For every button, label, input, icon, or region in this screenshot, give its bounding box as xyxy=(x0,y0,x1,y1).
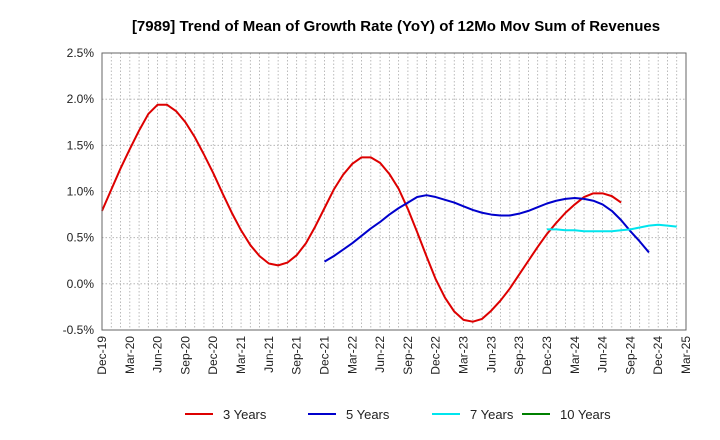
x-tick-label: Mar-23 xyxy=(457,336,471,374)
y-tick-label: 1.0% xyxy=(67,185,95,199)
series-line-5-years xyxy=(323,194,650,263)
x-tick-label: Mar-25 xyxy=(679,336,693,374)
legend: 3 Years 5 Years 7 Years 10 Years xyxy=(185,407,611,422)
x-tick-label: Dec-20 xyxy=(206,336,220,375)
x-tick-label: Dec-22 xyxy=(429,336,443,375)
grid-layer xyxy=(102,52,686,331)
y-tick-label: -0.5% xyxy=(63,323,95,337)
x-tick-label: Sep-24 xyxy=(623,336,637,375)
y-tick-label: 1.5% xyxy=(67,138,95,152)
x-tick-label: Dec-24 xyxy=(651,336,665,375)
x-axis: Dec-19 Mar-20 Jun-20 Sep-20 Dec-20 Mar-21 Jun-… xyxy=(95,336,693,375)
x-tick-label: Jun-24 xyxy=(596,336,610,373)
x-tick-label: Sep-21 xyxy=(290,336,304,375)
y-tick-label: 2.0% xyxy=(67,92,95,106)
plot-frame xyxy=(101,52,687,331)
x-tick-label: Mar-20 xyxy=(123,336,137,374)
y-tick-label: 0.0% xyxy=(67,277,95,291)
x-tick-label: Sep-22 xyxy=(401,336,415,375)
y-tick-label: 0.5% xyxy=(67,231,95,245)
x-tick-label: Sep-20 xyxy=(178,336,192,375)
x-tick-label: Dec-23 xyxy=(540,336,554,375)
x-tick-label: Jun-21 xyxy=(262,336,276,373)
legend-label: 10 Years xyxy=(560,407,611,422)
chart-title: [7989] Trend of Mean of Growth Rate (YoY… xyxy=(132,18,660,35)
series-line-7-years xyxy=(546,223,677,233)
x-tick-label: Dec-19 xyxy=(95,336,109,375)
series-layer xyxy=(101,103,677,323)
legend-label: 5 Years xyxy=(346,407,390,422)
legend-label: 3 Years xyxy=(223,407,267,422)
x-tick-label: Jun-22 xyxy=(373,336,387,373)
x-tick-label: Mar-22 xyxy=(345,336,359,374)
x-tick-label: Sep-23 xyxy=(512,336,526,375)
legend-label: 7 Years xyxy=(470,407,514,422)
y-axis: -0.5% 0.0% 0.5% 1.0% 1.5% 2.0% 2.5% xyxy=(63,46,95,337)
x-tick-label: Dec-21 xyxy=(317,336,331,375)
x-tick-label: Jun-20 xyxy=(151,336,165,373)
x-tick-label: Mar-24 xyxy=(568,336,582,374)
x-tick-label: Mar-21 xyxy=(234,336,248,374)
x-tick-label: Jun-23 xyxy=(484,336,498,373)
y-tick-label: 2.5% xyxy=(67,46,95,60)
series-line-3-years xyxy=(101,103,622,323)
